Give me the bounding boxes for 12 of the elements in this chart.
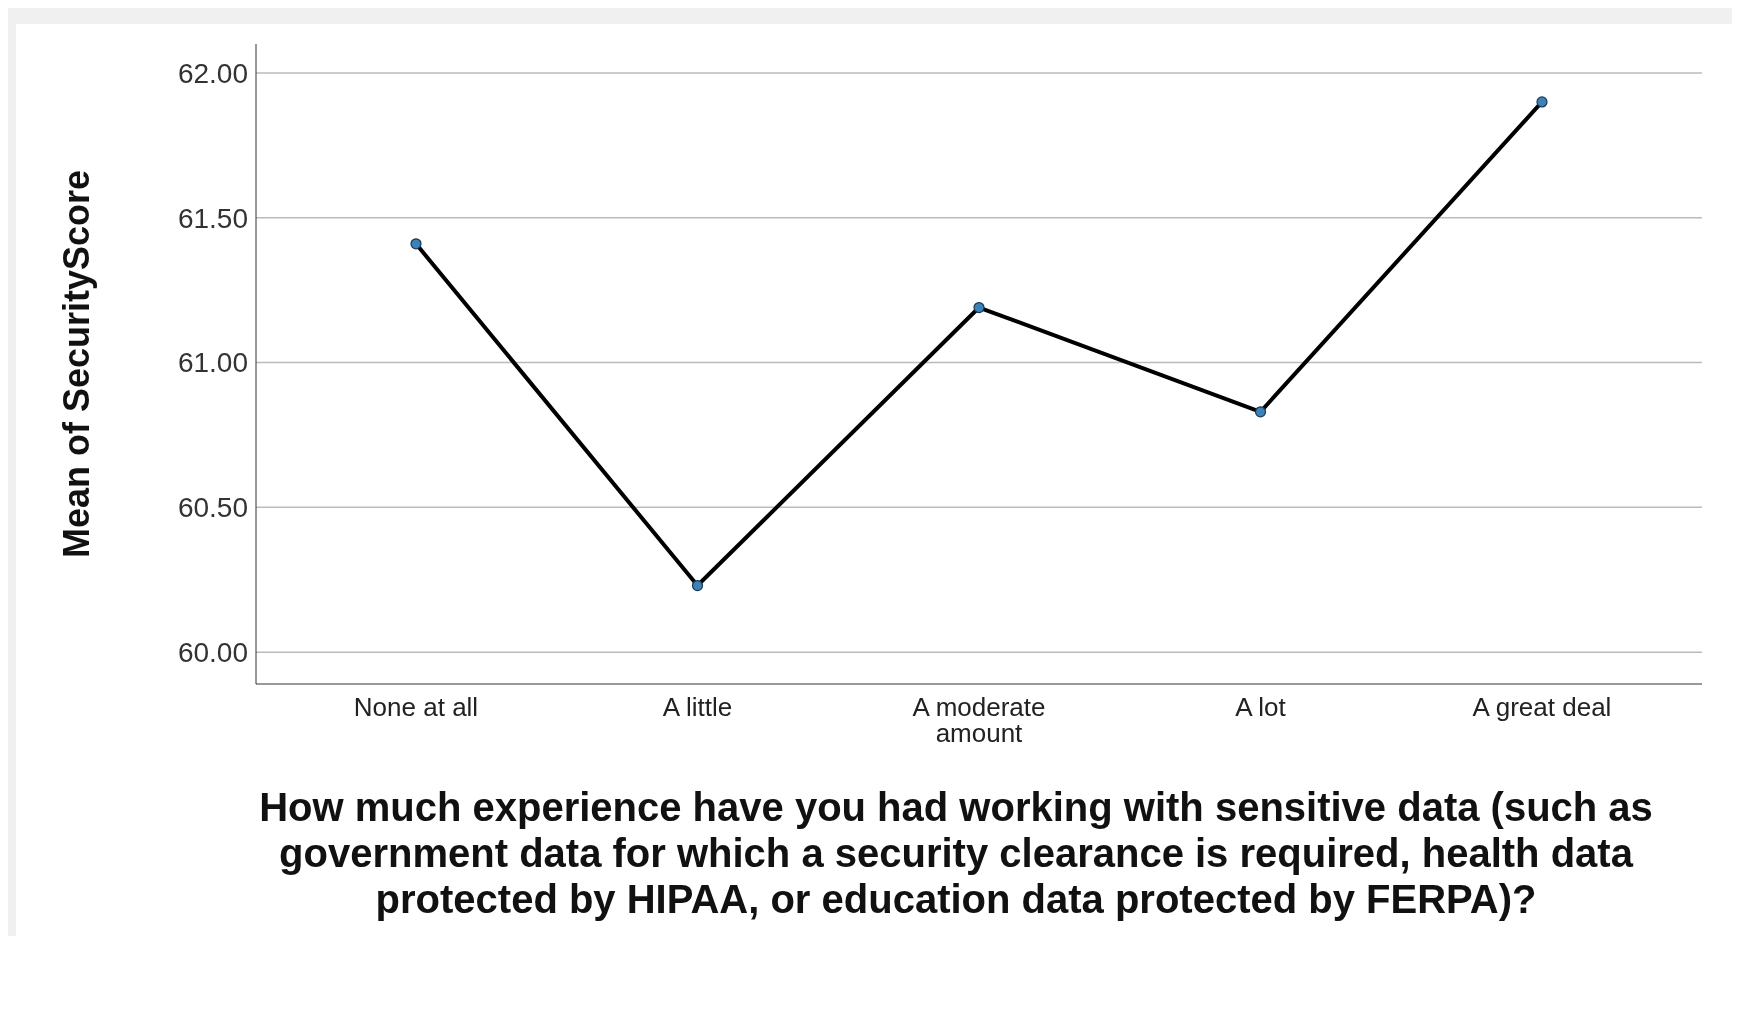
x-tick-label: A little bbox=[662, 692, 733, 722]
y-tick-label: 61.50 bbox=[177, 202, 248, 234]
y-tick-label: 61.00 bbox=[177, 347, 248, 379]
y-tick-label: 60.50 bbox=[177, 492, 248, 524]
x-tick-label: A moderate amount bbox=[912, 692, 1046, 748]
y-tick-label: 60.00 bbox=[177, 637, 248, 669]
x-tick-label: None at all bbox=[353, 692, 479, 722]
x-tick-label: A great deal bbox=[1472, 692, 1612, 722]
y-axis-title: Mean of SecurityScore bbox=[55, 169, 97, 559]
x-tick-label: A lot bbox=[1235, 692, 1287, 722]
y-tick-label: 62.00 bbox=[177, 57, 248, 89]
x-axis-title: How much experience have you had working with sensitive data (such as government data for which a security clearance is required, health data protected by HIPAA, or education data protected by FERPA)? bbox=[258, 784, 1654, 923]
